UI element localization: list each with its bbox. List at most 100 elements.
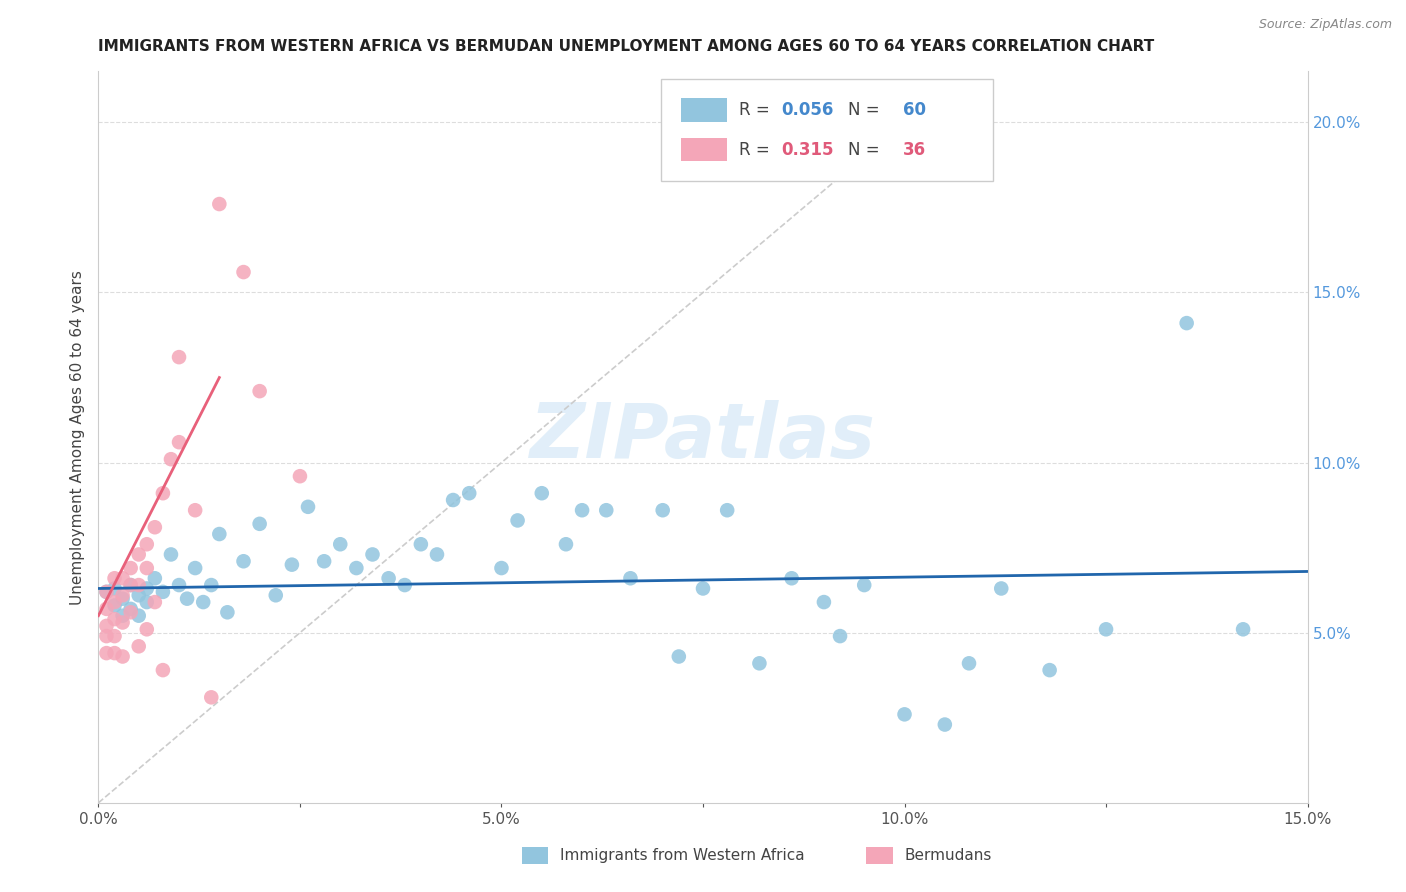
Point [329, 537, 352, 551]
Point [692, 582, 714, 596]
Point [143, 595, 166, 609]
Point [200, 690, 222, 705]
Point [167, 578, 190, 592]
Point [128, 578, 150, 592]
Point [668, 649, 690, 664]
Point [135, 537, 157, 551]
Point [143, 571, 166, 585]
Point [103, 599, 125, 613]
Point [957, 657, 980, 671]
Point [167, 350, 190, 364]
Text: Source: ZipAtlas.com: Source: ZipAtlas.com [1258, 18, 1392, 31]
Point [103, 571, 125, 585]
Point [716, 503, 738, 517]
Point [120, 578, 142, 592]
Point [193, 595, 215, 609]
Point [120, 602, 142, 616]
Point [103, 629, 125, 643]
Point [990, 582, 1012, 596]
Text: Bermudans: Bermudans [905, 848, 993, 863]
Point [1232, 622, 1254, 636]
Point [135, 595, 157, 609]
Point [103, 595, 125, 609]
Point [314, 554, 336, 568]
Point [111, 591, 134, 606]
Point [748, 657, 770, 671]
Point [96, 619, 118, 633]
Text: ZIPatlas: ZIPatlas [530, 401, 876, 474]
Point [264, 588, 287, 602]
Point [344, 561, 367, 575]
Point [152, 486, 174, 500]
Point [828, 629, 851, 643]
Text: IMMIGRANTS FROM WESTERN AFRICA VS BERMUDAN UNEMPLOYMENT AMONG AGES 60 TO 64 YEAR: IMMIGRANTS FROM WESTERN AFRICA VS BERMUD… [98, 38, 1154, 54]
Point [167, 435, 190, 450]
Text: R =: R = [740, 101, 775, 120]
Point [208, 527, 231, 541]
Point [103, 646, 125, 660]
Point [893, 707, 915, 722]
Point [184, 561, 207, 575]
Point [426, 548, 449, 562]
FancyBboxPatch shape [866, 847, 893, 863]
Point [135, 622, 157, 636]
Point [409, 537, 432, 551]
Point [1039, 663, 1062, 677]
Point [128, 640, 150, 654]
Point [152, 663, 174, 677]
Point [530, 486, 553, 500]
Point [249, 516, 271, 531]
Point [96, 646, 118, 660]
Point [160, 452, 183, 467]
Text: 60: 60 [903, 101, 925, 120]
Point [103, 582, 125, 596]
Point [143, 520, 166, 534]
Point [555, 537, 578, 551]
Point [1095, 622, 1118, 636]
Text: Immigrants from Western Africa: Immigrants from Western Africa [561, 848, 806, 863]
Point [160, 548, 183, 562]
Point [96, 602, 118, 616]
Point [96, 585, 118, 599]
FancyBboxPatch shape [682, 98, 727, 122]
Point [232, 265, 254, 279]
Point [934, 717, 956, 731]
Point [111, 571, 134, 585]
Point [135, 561, 157, 575]
Point [619, 571, 641, 585]
Y-axis label: Unemployment Among Ages 60 to 64 years: Unemployment Among Ages 60 to 64 years [69, 269, 84, 605]
Point [249, 384, 271, 399]
Point [281, 558, 304, 572]
Point [128, 548, 150, 562]
Point [128, 588, 150, 602]
Point [813, 595, 835, 609]
Point [96, 585, 118, 599]
Text: R =: R = [740, 141, 775, 159]
Text: 0.315: 0.315 [782, 141, 834, 159]
Point [120, 578, 142, 592]
Text: 0.056: 0.056 [782, 101, 834, 120]
Point [595, 503, 617, 517]
Point [297, 500, 319, 514]
Point [200, 578, 222, 592]
FancyBboxPatch shape [661, 78, 993, 181]
Point [135, 582, 157, 596]
Text: N =: N = [848, 101, 884, 120]
Point [111, 649, 134, 664]
Point [103, 612, 125, 626]
Point [120, 561, 142, 575]
Text: N =: N = [848, 141, 884, 159]
Point [111, 588, 134, 602]
Point [1175, 316, 1198, 330]
Point [176, 591, 198, 606]
Point [394, 578, 416, 592]
FancyBboxPatch shape [682, 138, 727, 161]
Point [361, 548, 384, 562]
Point [128, 608, 150, 623]
Point [780, 571, 803, 585]
Point [96, 629, 118, 643]
Point [111, 608, 134, 623]
Point [152, 585, 174, 599]
Point [571, 503, 593, 517]
Text: 36: 36 [903, 141, 925, 159]
